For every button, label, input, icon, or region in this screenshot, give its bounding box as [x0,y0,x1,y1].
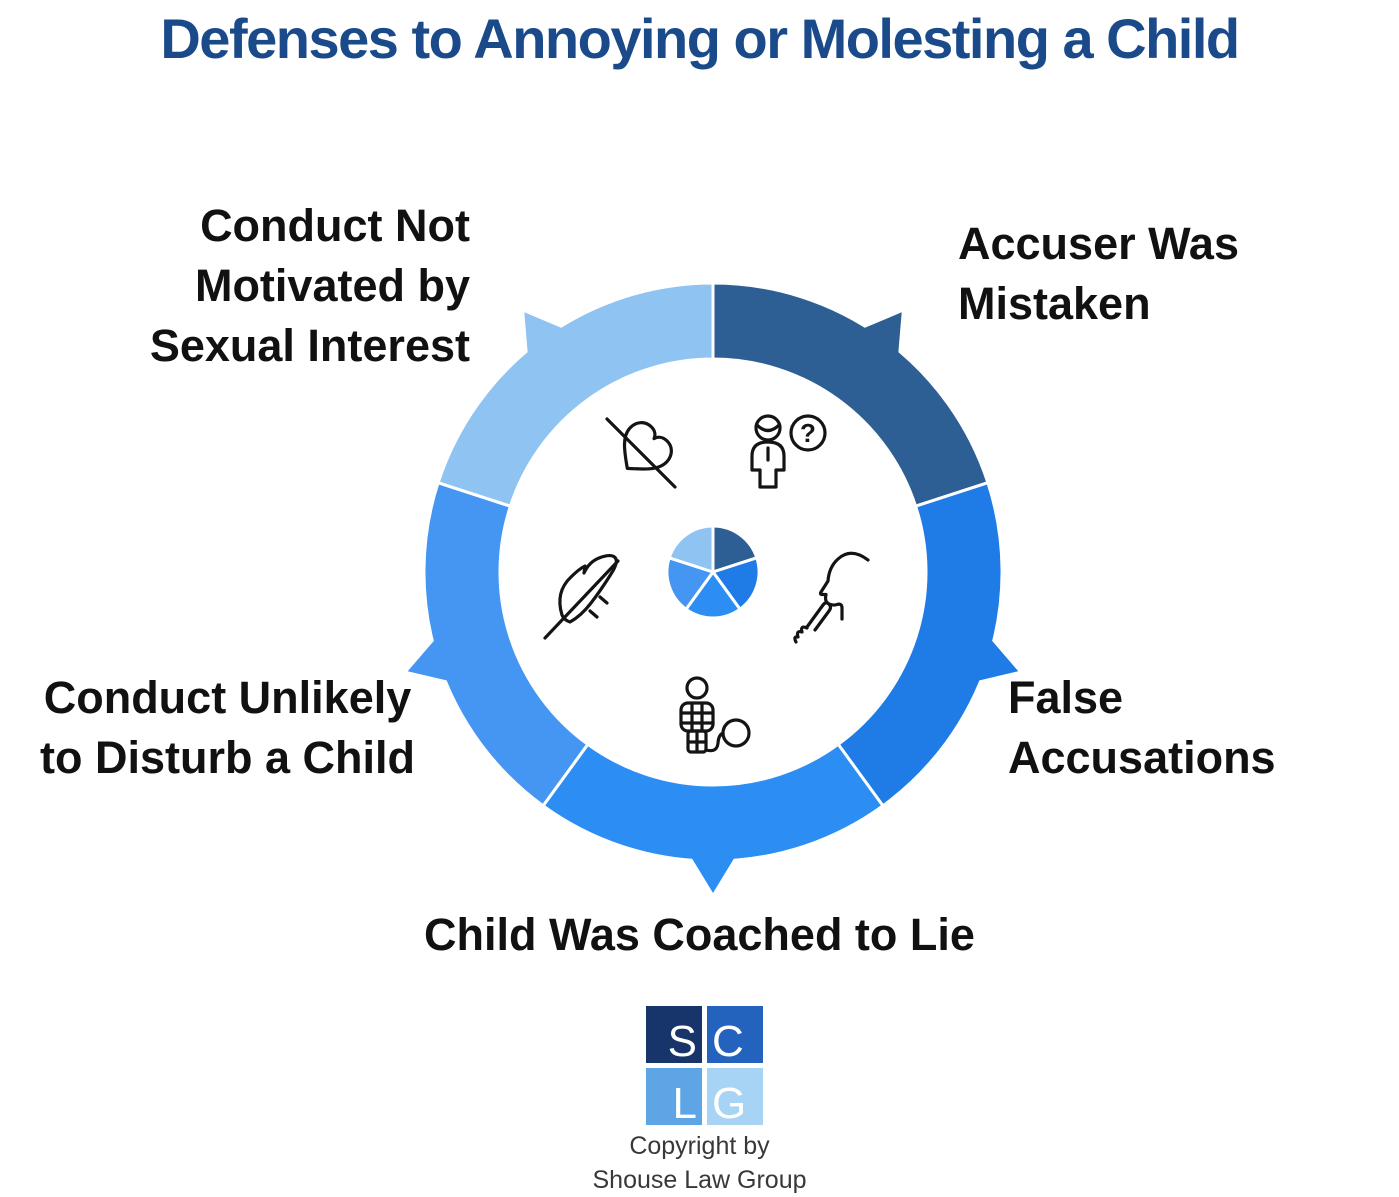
logo-letter-c: C [712,1017,744,1066]
logo-letter-l: L [673,1079,697,1128]
label-conduct-not-motivated: Conduct Not Motivated by Sexual Interest [149,200,470,371]
segment-arrow-tips [407,312,1019,893]
copyright-note: Copyright by Shouse Law Group [592,1132,807,1194]
arrow-tip-conduct-unlikely [407,638,450,682]
arrow-tip-accuser-was-mistaken [861,312,902,356]
center-pie [665,524,761,620]
arrow-tip-false-accusations [976,638,1019,682]
puppet-ball-icon [679,676,751,754]
arrow-tip-child-was-coached [690,856,736,893]
ring-segment-false-accusations [836,480,1004,808]
no-heart-icon [605,417,677,489]
logo-letter-s: S [668,1017,697,1066]
sclg-logo: S C L G [646,1006,763,1128]
label-accuser-was-mistaken: Accuser Was Mistaken [958,218,1239,329]
logo-square-s [646,1006,702,1063]
pie-slice-conduct-unlikely [665,556,715,611]
ring-segment-conduct-not-motivated [436,281,715,509]
arrow-tip-conduct-not-motivated [524,312,565,356]
logo-square-c [707,1006,763,1063]
pointing-finger-face-icon [793,551,870,644]
feather-icon [543,554,620,640]
pie-slice-false-accusations [711,556,761,611]
logo-square-g [707,1068,763,1125]
label-child-was-coached-to-lie: Child Was Coached to Lie [424,909,975,960]
logo-square-l [646,1068,702,1125]
pie-slice-child-was-coached [684,570,742,620]
question-glyph: ? [800,418,816,448]
label-conduct-unlikely-to-disturb: Conduct Unlikely to Disturb a Child [40,672,415,783]
pie-slice-conduct-not-motivated [667,524,715,574]
ring-segments [422,281,1004,863]
label-false-accusations: False Accusations [1008,672,1276,783]
ring-segment-accuser-was-mistaken [711,281,990,509]
page-title: Defenses to Annoying or Molesting a Chil… [160,7,1240,70]
ring-segment-child-was-coached-to-lie [541,742,885,863]
logo-letter-g: G [712,1079,746,1128]
person-question-icon: ? [750,414,827,489]
